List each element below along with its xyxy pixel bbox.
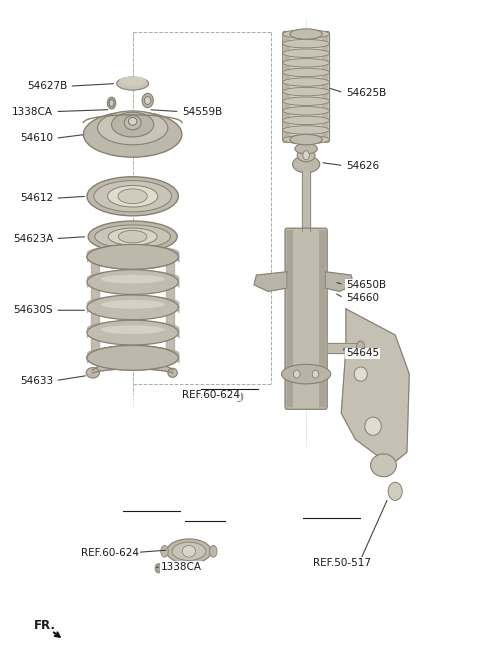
Ellipse shape	[101, 325, 165, 334]
Ellipse shape	[87, 295, 179, 320]
Text: 54559B: 54559B	[182, 106, 222, 116]
Ellipse shape	[108, 185, 158, 207]
Ellipse shape	[168, 368, 177, 377]
Ellipse shape	[281, 365, 331, 384]
Polygon shape	[341, 309, 409, 465]
Ellipse shape	[142, 93, 153, 108]
Ellipse shape	[119, 76, 146, 85]
Text: REF.50-517: REF.50-517	[313, 558, 371, 568]
Text: 1338CA: 1338CA	[161, 562, 202, 572]
Ellipse shape	[283, 39, 330, 48]
Text: 54633: 54633	[20, 376, 53, 386]
Ellipse shape	[101, 300, 165, 309]
Text: 54627B: 54627B	[27, 81, 67, 91]
Polygon shape	[254, 272, 287, 291]
Ellipse shape	[283, 106, 330, 115]
Polygon shape	[92, 361, 173, 373]
Ellipse shape	[95, 225, 170, 248]
FancyBboxPatch shape	[283, 32, 330, 142]
Ellipse shape	[84, 112, 182, 157]
Ellipse shape	[283, 125, 330, 134]
Ellipse shape	[118, 189, 147, 204]
Text: REF.60-624: REF.60-624	[182, 390, 240, 400]
Text: 1338CA: 1338CA	[12, 106, 53, 116]
Ellipse shape	[312, 370, 319, 378]
Ellipse shape	[371, 454, 396, 477]
Text: 54630S: 54630S	[13, 306, 53, 315]
Ellipse shape	[101, 275, 165, 283]
FancyBboxPatch shape	[319, 230, 326, 407]
FancyBboxPatch shape	[287, 230, 293, 407]
Ellipse shape	[283, 68, 330, 77]
Ellipse shape	[108, 228, 157, 245]
Ellipse shape	[365, 417, 381, 436]
Ellipse shape	[292, 156, 320, 173]
Ellipse shape	[283, 30, 330, 38]
Ellipse shape	[155, 564, 162, 573]
Text: 54625B: 54625B	[346, 87, 386, 98]
Ellipse shape	[108, 97, 116, 109]
Ellipse shape	[283, 87, 330, 96]
Ellipse shape	[283, 135, 330, 144]
Text: FR.: FR.	[34, 620, 56, 633]
Ellipse shape	[101, 351, 165, 359]
Ellipse shape	[303, 150, 310, 160]
Text: 54626: 54626	[346, 161, 379, 171]
Ellipse shape	[87, 320, 179, 345]
Ellipse shape	[117, 77, 149, 90]
Ellipse shape	[235, 392, 243, 401]
Ellipse shape	[172, 542, 206, 560]
Ellipse shape	[87, 177, 179, 215]
Ellipse shape	[297, 148, 315, 162]
Ellipse shape	[283, 97, 330, 105]
FancyBboxPatch shape	[284, 34, 290, 140]
Text: 54610: 54610	[20, 133, 53, 143]
Ellipse shape	[88, 221, 177, 252]
Ellipse shape	[144, 97, 151, 104]
Ellipse shape	[94, 181, 171, 212]
Text: 54623A: 54623A	[13, 234, 53, 244]
Ellipse shape	[293, 370, 300, 378]
FancyBboxPatch shape	[322, 34, 328, 140]
Ellipse shape	[129, 118, 137, 125]
Ellipse shape	[283, 58, 330, 67]
Ellipse shape	[101, 250, 165, 258]
Ellipse shape	[210, 545, 217, 557]
Ellipse shape	[124, 116, 141, 130]
Text: REF.60-624: REF.60-624	[81, 548, 139, 558]
Text: 54650B: 54650B	[346, 280, 386, 290]
Ellipse shape	[283, 116, 330, 125]
Ellipse shape	[283, 49, 330, 57]
Ellipse shape	[356, 341, 365, 355]
Ellipse shape	[109, 100, 114, 106]
Ellipse shape	[388, 482, 402, 501]
Ellipse shape	[87, 346, 179, 370]
Text: 54645: 54645	[346, 348, 379, 358]
Ellipse shape	[86, 367, 99, 378]
Ellipse shape	[111, 112, 154, 137]
Polygon shape	[325, 272, 353, 291]
Ellipse shape	[283, 78, 330, 86]
Ellipse shape	[87, 346, 179, 370]
Ellipse shape	[119, 231, 147, 243]
Ellipse shape	[167, 539, 211, 564]
Ellipse shape	[161, 545, 168, 557]
Ellipse shape	[290, 29, 322, 39]
Ellipse shape	[290, 135, 322, 145]
FancyBboxPatch shape	[285, 228, 327, 409]
Ellipse shape	[87, 244, 179, 269]
Text: 54612: 54612	[20, 193, 53, 203]
Ellipse shape	[97, 111, 168, 145]
Ellipse shape	[295, 143, 317, 154]
Ellipse shape	[87, 244, 179, 269]
Ellipse shape	[87, 270, 179, 294]
Text: 54660: 54660	[346, 293, 379, 303]
Ellipse shape	[354, 367, 367, 381]
Ellipse shape	[182, 545, 195, 557]
